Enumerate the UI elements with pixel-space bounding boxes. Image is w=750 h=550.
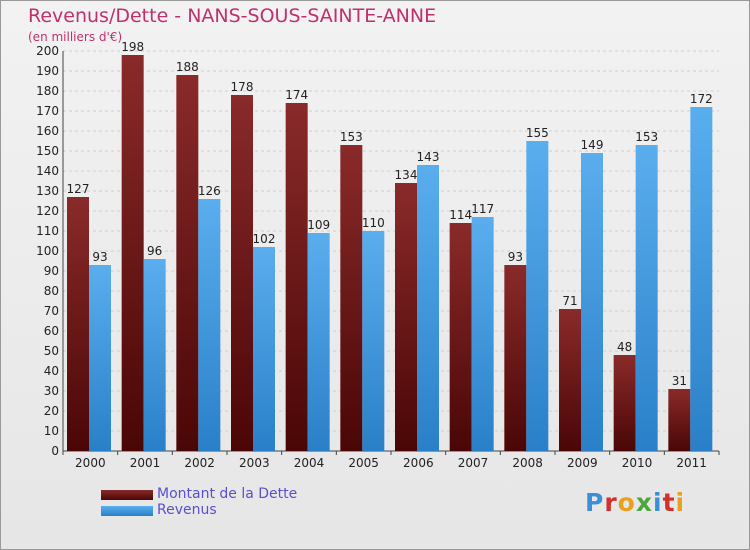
- y-tick-label: 20: [44, 404, 59, 418]
- bar-dette: [613, 355, 636, 451]
- y-tick-label: 150: [36, 144, 59, 158]
- y-tick-label: 40: [44, 364, 59, 378]
- x-tick-label: 2011: [676, 456, 707, 470]
- legend-swatch-revenus: [101, 506, 153, 516]
- x-tick-label: 2009: [567, 456, 598, 470]
- proxiti-logo: Proxiti: [585, 488, 686, 517]
- x-tick-label: 2005: [348, 456, 379, 470]
- bar-revenus: [635, 145, 658, 451]
- legend-label-dette: Montant de la Dette: [157, 486, 298, 502]
- x-tick-label: 2000: [75, 456, 106, 470]
- x-tick-label: 2008: [512, 456, 543, 470]
- bar-dette: [285, 103, 308, 451]
- y-tick-label: 60: [44, 324, 59, 338]
- y-tick-label: 30: [44, 384, 59, 398]
- bar-dette: [668, 389, 691, 451]
- y-tick-label: 140: [36, 164, 59, 178]
- x-tick-label: 2003: [239, 456, 270, 470]
- y-tick-label: 200: [36, 44, 59, 58]
- data-label: 48: [617, 340, 632, 354]
- bar-dette: [559, 309, 581, 451]
- data-label: 178: [231, 80, 254, 94]
- bar-dette: [449, 223, 472, 451]
- data-label: 188: [176, 60, 199, 74]
- legend-label-revenus: Revenus: [157, 502, 217, 518]
- data-label: 134: [395, 168, 418, 182]
- data-label: 93: [92, 250, 107, 264]
- data-label: 153: [635, 130, 658, 144]
- bar-dette: [395, 183, 417, 451]
- bar-dette: [67, 197, 89, 451]
- x-tick-label: 2002: [184, 456, 215, 470]
- bar-revenus: [526, 141, 549, 451]
- data-label: 96: [147, 244, 162, 258]
- data-label: 155: [526, 126, 549, 140]
- bar-revenus: [690, 107, 713, 451]
- data-label: 93: [508, 250, 523, 264]
- data-label: 149: [581, 138, 604, 152]
- x-tick-label: 2006: [403, 456, 434, 470]
- y-tick-label: 160: [36, 124, 59, 138]
- chart-subtitle: (en milliers d'€): [28, 30, 123, 44]
- bar-dette: [340, 145, 363, 451]
- bar-revenus: [581, 153, 603, 451]
- data-label: 153: [340, 130, 363, 144]
- bar-dette: [176, 75, 199, 451]
- bar-dette: [504, 265, 527, 451]
- y-tick-label: 90: [44, 264, 59, 278]
- y-tick-label: 180: [36, 84, 59, 98]
- data-label: 174: [285, 88, 308, 102]
- x-tick-label: 2001: [130, 456, 161, 470]
- bar-revenus: [253, 247, 275, 451]
- x-tick-label: 2004: [294, 456, 325, 470]
- legend-swatch-dette: [101, 490, 153, 500]
- y-tick-label: 10: [44, 424, 59, 438]
- y-tick-label: 80: [44, 284, 59, 298]
- bar-revenus: [471, 217, 494, 451]
- y-tick-label: 190: [36, 64, 59, 78]
- data-label: 114: [449, 208, 472, 222]
- data-label: 143: [417, 150, 440, 164]
- chart-title: Revenus/Dette - NANS-SOUS-SAINTE-ANNE: [28, 5, 437, 27]
- data-label: 102: [253, 232, 276, 246]
- bar-revenus: [143, 259, 166, 451]
- data-label: 109: [307, 218, 330, 232]
- y-tick-label: 110: [36, 224, 59, 238]
- y-tick-label: 170: [36, 104, 59, 118]
- bar-dette: [231, 95, 253, 451]
- bar-revenus: [307, 233, 330, 451]
- x-tick-label: 2010: [622, 456, 653, 470]
- data-label: 126: [198, 184, 221, 198]
- bar-dette: [121, 55, 144, 451]
- data-label: 198: [121, 40, 144, 54]
- y-tick-label: 120: [36, 204, 59, 218]
- y-tick-label: 130: [36, 184, 59, 198]
- bar-revenus: [417, 165, 439, 451]
- x-tick-label: 2007: [458, 456, 489, 470]
- data-label: 117: [471, 202, 494, 216]
- data-label: 31: [672, 374, 687, 388]
- bar-revenus: [362, 231, 385, 451]
- data-label: 71: [562, 294, 577, 308]
- bar-revenus: [89, 265, 111, 451]
- y-tick-label: 50: [44, 344, 59, 358]
- bar-revenus: [198, 199, 221, 451]
- y-tick-label: 70: [44, 304, 59, 318]
- data-label: 110: [362, 216, 385, 230]
- data-label: 127: [67, 182, 90, 196]
- y-tick-label: 100: [36, 244, 59, 258]
- y-tick-label: 0: [51, 444, 59, 458]
- data-label: 172: [690, 92, 713, 106]
